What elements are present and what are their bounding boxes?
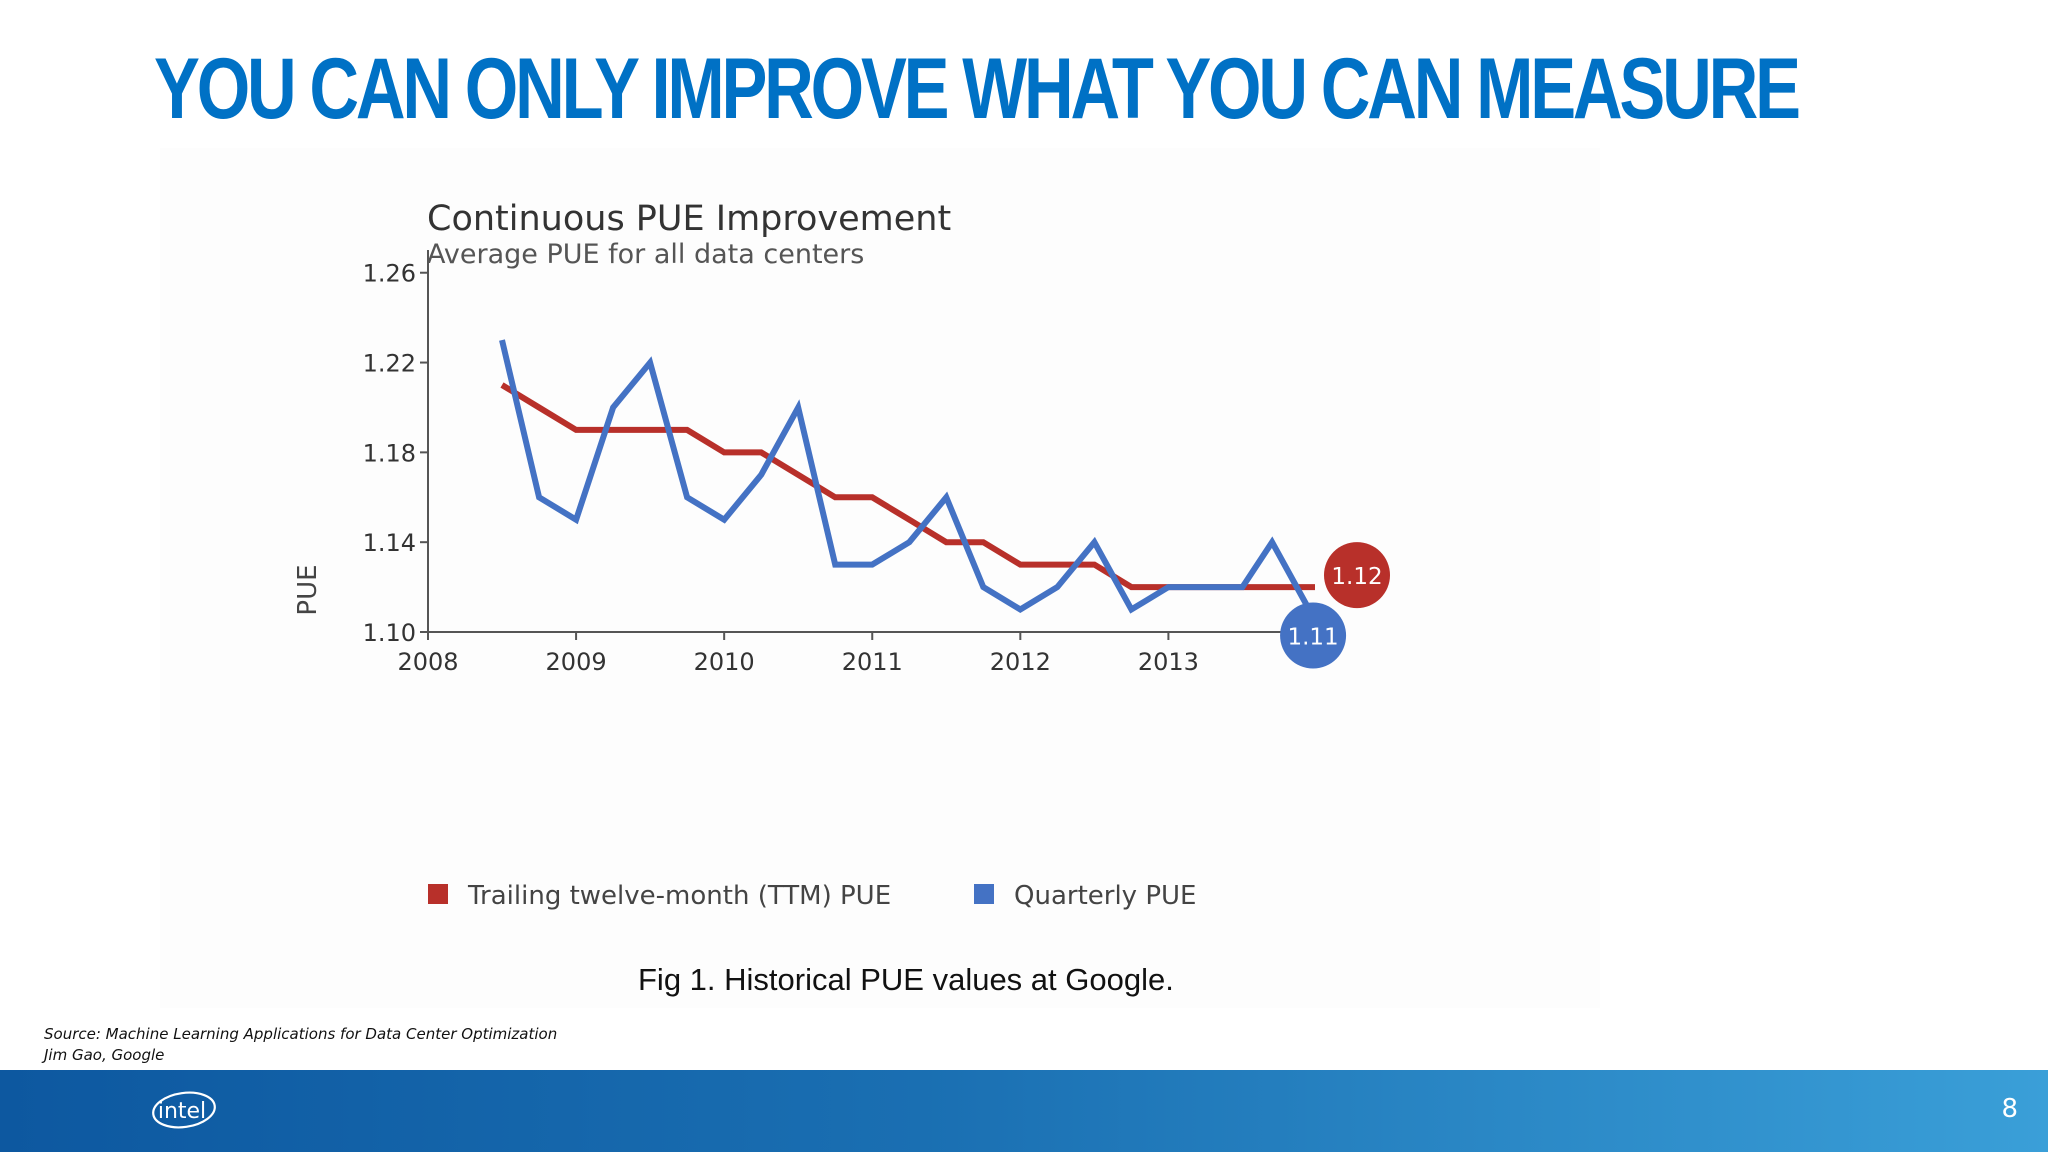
figure-caption: Fig 1. Historical PUE values at Google. [638, 962, 1174, 997]
y-tick-label: 1.14 [363, 529, 416, 557]
series-lines [499, 339, 1315, 614]
y-tick-label: 1.22 [363, 350, 416, 378]
y-tick-label: 1.18 [363, 439, 416, 467]
ttm-end-label: 1.12 [1331, 564, 1382, 590]
page-number: 8 [2001, 1094, 2018, 1124]
x-tick-label: 2009 [546, 648, 607, 676]
y-tick-label: 1.10 [363, 619, 416, 647]
legend-swatch [428, 884, 448, 904]
chart-title: Continuous PUE Improvement [427, 199, 951, 239]
x-tick-label: 2010 [694, 648, 755, 676]
legend-swatch [974, 884, 994, 904]
x-tick-label: 2012 [990, 648, 1051, 676]
end-markers: 1.12 1.11 [1280, 542, 1390, 669]
intel-logo-text: intel [158, 1099, 206, 1124]
ttm-end-marker [1324, 542, 1390, 609]
footer-bar: intel 8 [0, 1070, 2048, 1152]
legend-label: Trailing twelve-month (TTM) PUE [467, 881, 891, 911]
intel-logo: intel [152, 1091, 216, 1129]
legend-label: Quarterly PUE [1014, 881, 1196, 911]
y-tick-label: 1.26 [363, 260, 416, 288]
quarterly-end-label: 1.11 [1287, 625, 1338, 651]
chart-subtitle: Average PUE for all data centers [427, 239, 864, 270]
source-line-2: Jim Gao, Google [44, 1046, 165, 1064]
series-line-quarterly [499, 339, 1312, 614]
pue-chart: Continuous PUE Improvement Average PUE f… [293, 199, 1390, 997]
axes: 1.10 1.14 1.18 1.22 1.26 2008 2009 2010 2011 2012… [363, 250, 1323, 676]
x-tick-label: 2008 [397, 648, 458, 676]
x-tick-label: 2013 [1138, 648, 1199, 676]
slide-title: YOU CAN ONLY IMPROVE WHAT YOU CAN MEASUR… [154, 41, 1801, 137]
y-axis-label: PUE [293, 564, 323, 615]
source-citation: Source: Machine Learning Applications fo… [44, 1024, 557, 1066]
x-tick-label: 2011 [842, 648, 903, 676]
source-line-1: Source: Machine Learning Applications fo… [44, 1025, 558, 1043]
series-line-ttm [500, 382, 1315, 591]
legend: Trailing twelve-month (TTM) PUE Quarterly… [428, 881, 1196, 911]
figure-panel: Continuous PUE Improvement Average PUE f… [160, 148, 1600, 1008]
quarterly-end-marker [1280, 602, 1347, 669]
